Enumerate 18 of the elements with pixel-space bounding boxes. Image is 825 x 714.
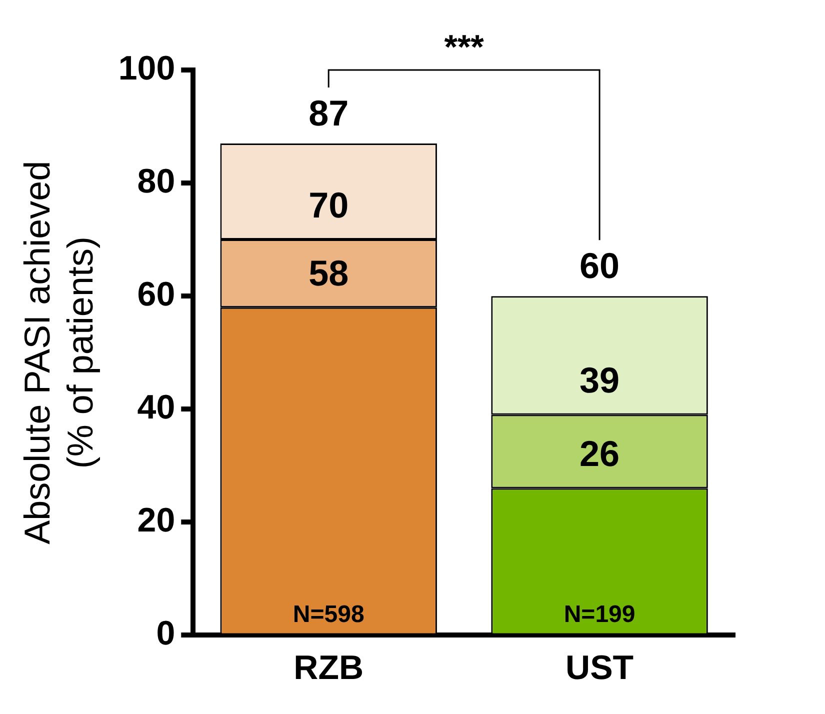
x-tick-label: RZB bbox=[294, 648, 364, 687]
annotation: 39 bbox=[580, 360, 620, 401]
annotation: 70 bbox=[308, 184, 349, 226]
text: *** bbox=[444, 28, 485, 66]
y-tick-label: 40 bbox=[137, 388, 176, 426]
annotation: N=598 bbox=[292, 600, 364, 628]
y-tick-label: 0 bbox=[156, 614, 176, 653]
x-tick-label: UST bbox=[566, 648, 634, 687]
annotation: 58 bbox=[308, 252, 349, 294]
y-axis-title: Absolute PASI achieved (% of patients) bbox=[16, 160, 101, 544]
y-tick-label: 80 bbox=[137, 162, 176, 200]
total-label: 87 bbox=[308, 92, 349, 134]
y-tick-label: 100 bbox=[118, 49, 176, 88]
y-tick-label: 20 bbox=[137, 502, 176, 540]
annotation: 26 bbox=[580, 433, 620, 474]
annotation: N=199 bbox=[564, 600, 636, 628]
y-tick-label: 60 bbox=[137, 275, 176, 314]
total-label: 60 bbox=[580, 245, 620, 286]
